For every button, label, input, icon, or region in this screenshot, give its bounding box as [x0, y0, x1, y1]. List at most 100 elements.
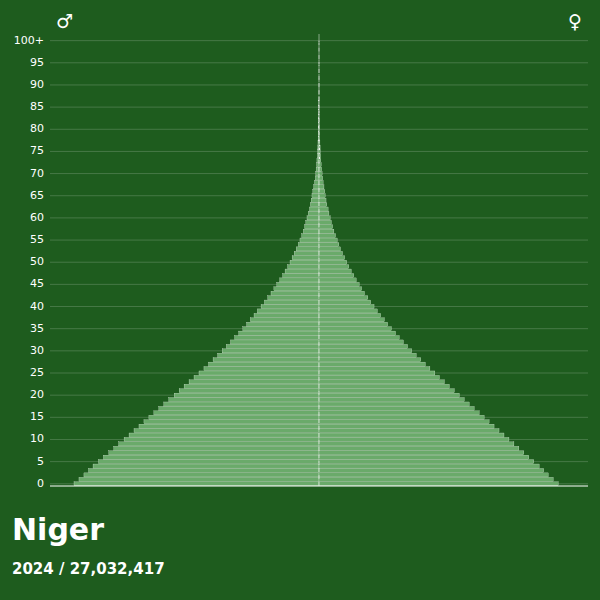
bar — [119, 442, 319, 446]
bar — [268, 296, 319, 300]
bar — [247, 322, 319, 326]
bar — [313, 189, 319, 193]
bar — [319, 242, 339, 246]
bar — [316, 172, 319, 176]
bar — [218, 353, 319, 357]
bar — [319, 437, 509, 441]
bar — [79, 477, 319, 481]
bar — [226, 344, 319, 348]
bar — [319, 451, 524, 455]
bar — [319, 180, 323, 184]
bar — [294, 251, 319, 255]
bar — [319, 260, 347, 264]
bar — [209, 362, 319, 366]
bar — [271, 291, 319, 295]
bar — [307, 216, 319, 220]
y-tick-label: 5 — [37, 455, 44, 468]
bar — [314, 185, 319, 189]
bar — [311, 198, 319, 202]
bar — [319, 216, 330, 220]
bar — [319, 375, 439, 379]
bar — [134, 429, 319, 433]
y-tick-label: 90 — [30, 78, 44, 91]
bar — [305, 225, 319, 229]
bar — [285, 269, 319, 273]
bar — [109, 451, 319, 455]
bar — [319, 380, 444, 384]
y-tick-label: 100+ — [14, 34, 44, 47]
bar — [312, 194, 319, 198]
bar — [319, 406, 474, 410]
bar — [319, 367, 430, 371]
bar — [319, 313, 381, 317]
bar — [319, 167, 322, 171]
series — [319, 39, 558, 486]
bar — [319, 331, 396, 335]
y-tick-label: 40 — [30, 300, 44, 313]
bar — [319, 251, 343, 255]
bar — [319, 322, 388, 326]
bar — [319, 371, 435, 375]
bar — [154, 411, 319, 415]
bar — [93, 464, 319, 468]
bar — [114, 446, 319, 450]
bar — [230, 340, 319, 344]
bar — [319, 296, 368, 300]
y-tick-label: 20 — [30, 388, 44, 401]
bar — [292, 256, 319, 260]
bar — [169, 398, 319, 402]
bar — [319, 468, 544, 472]
bar — [288, 265, 319, 269]
bar — [319, 172, 322, 176]
bar — [319, 247, 341, 251]
bar — [290, 260, 319, 264]
bar — [308, 211, 319, 215]
bar — [310, 203, 319, 207]
bar — [319, 415, 484, 419]
bar — [98, 460, 319, 464]
bar — [319, 225, 333, 229]
bar — [319, 460, 534, 464]
bar — [199, 371, 319, 375]
bar — [319, 389, 454, 393]
bar — [319, 189, 325, 193]
bar — [319, 309, 377, 313]
bar — [319, 194, 325, 198]
bar — [144, 420, 319, 424]
bar — [250, 318, 319, 322]
bar — [319, 287, 362, 291]
bar — [319, 291, 365, 295]
bar — [222, 349, 319, 353]
bar — [280, 278, 319, 282]
bar — [174, 393, 319, 397]
bar — [74, 482, 319, 486]
bar — [303, 229, 319, 233]
bar — [319, 384, 449, 388]
bar — [261, 304, 319, 308]
series-label: ♂ — [56, 10, 73, 32]
bar — [149, 415, 319, 419]
bar — [319, 265, 349, 269]
bar — [318, 149, 319, 153]
y-tick-label: 35 — [30, 322, 44, 335]
bar — [298, 242, 319, 246]
y-tick-label: 30 — [30, 344, 44, 357]
y-tick-label: 70 — [30, 167, 44, 180]
series-label: ♀ — [568, 10, 582, 32]
bar — [204, 367, 319, 371]
bar — [319, 424, 494, 428]
x-axis — [50, 486, 588, 487]
bar — [319, 344, 408, 348]
bar — [319, 340, 403, 344]
bar — [88, 468, 319, 472]
bar — [319, 220, 331, 224]
y-tick-label: 10 — [30, 432, 44, 445]
bar — [243, 327, 319, 331]
bar — [319, 446, 519, 450]
bar — [319, 433, 504, 437]
subtitle: 2024 / 27,032,417 — [12, 560, 165, 578]
bar — [319, 455, 529, 459]
bar — [319, 398, 464, 402]
bar — [319, 473, 548, 477]
bar — [239, 331, 319, 335]
